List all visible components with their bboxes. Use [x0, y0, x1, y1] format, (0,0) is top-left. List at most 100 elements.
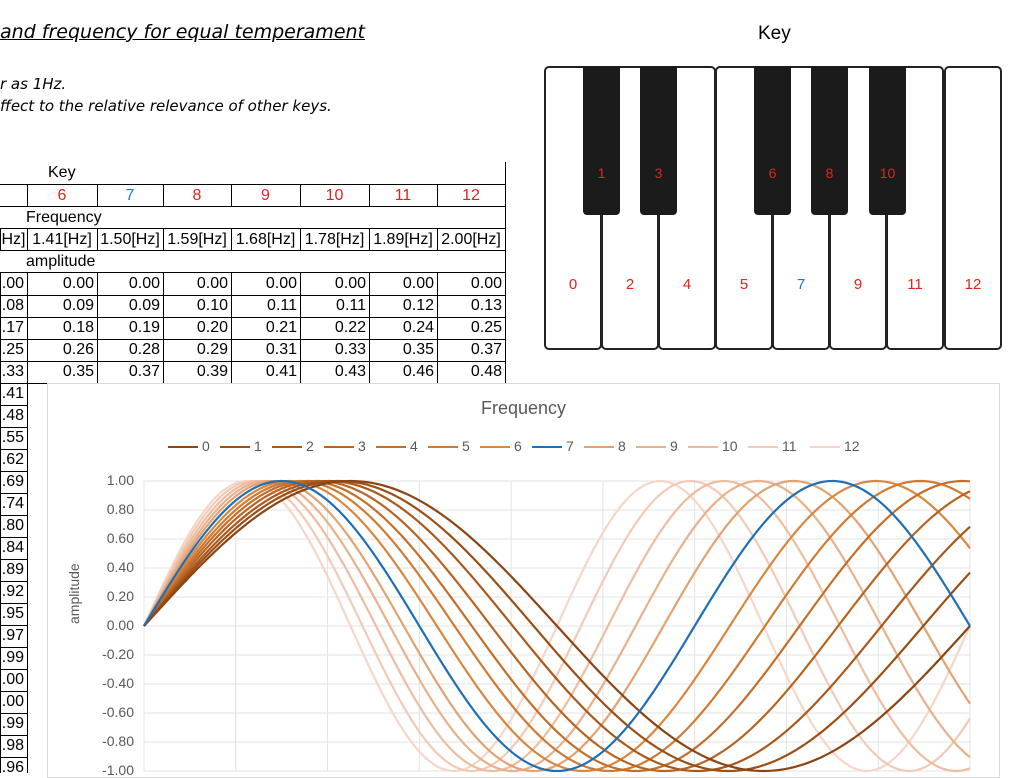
- series-line-2: [143, 479, 971, 773]
- legend-item-4: 4: [376, 438, 418, 454]
- table-gridline: [0, 471, 1, 493]
- legend-swatch: [688, 446, 718, 449]
- table-gridline: [0, 493, 27, 494]
- table-gridline: [437, 295, 438, 317]
- legend-swatch: [636, 446, 666, 449]
- table-gridline: [437, 273, 438, 295]
- table-gridline: [0, 647, 27, 648]
- table-cell: .25: [1, 341, 24, 358]
- legend-item-8: 8: [584, 438, 626, 454]
- table-gridline: [231, 317, 232, 339]
- black-key-6[interactable]: 6: [754, 66, 791, 215]
- table-gridline: [369, 295, 370, 317]
- y-tick-label: -1.00: [102, 762, 134, 778]
- table-gridline: [27, 185, 28, 207]
- note-line-1: r as 1Hz.: [0, 75, 67, 93]
- black-key-3[interactable]: 3: [640, 66, 677, 215]
- legend-item-10: 10: [688, 438, 738, 454]
- legend-swatch: [220, 446, 250, 449]
- legend-item-12: 12: [810, 438, 860, 454]
- table-key-number: 6: [57, 187, 67, 204]
- black-key-label: 1: [597, 165, 606, 181]
- table-cell: .00: [1, 275, 24, 292]
- table-cell: 0.09: [128, 297, 160, 314]
- black-key-label: 3: [654, 165, 663, 181]
- table-gridline: [0, 250, 506, 251]
- legend-label: 9: [670, 438, 678, 454]
- legend-label: 10: [722, 438, 738, 454]
- y-tick-label: 0.20: [106, 588, 134, 604]
- table-gridline: [0, 537, 1, 559]
- table-gridline: [0, 559, 1, 581]
- table-gridline: [27, 625, 28, 647]
- table-gridline: [0, 471, 27, 472]
- table-gridline: [0, 757, 1, 773]
- table-gridline: [0, 559, 27, 560]
- black-key-10[interactable]: 10: [869, 66, 906, 215]
- table-gridline: [0, 295, 506, 296]
- table-cell: 0.00: [470, 275, 502, 292]
- table-gridline: [0, 361, 506, 362]
- legend-swatch: [532, 446, 562, 449]
- table-gridline: [369, 273, 370, 295]
- table-gridline: [505, 273, 506, 295]
- table-gridline: [0, 515, 1, 537]
- legend-item-2: 2: [272, 438, 314, 454]
- table-gridline: [0, 295, 1, 317]
- table-gridline: [27, 449, 28, 471]
- y-tick-label: 1.00: [106, 472, 134, 488]
- table-gridline: [369, 185, 370, 207]
- table-gridline: [0, 273, 1, 295]
- table-cell: 0.10: [196, 297, 228, 314]
- table-gridline: [163, 317, 164, 339]
- table-gridline: [27, 493, 28, 515]
- table-cell: .55: [1, 429, 24, 446]
- table-cell: 0.00: [265, 275, 297, 292]
- table-gridline: [27, 581, 28, 603]
- table-cell: .74: [1, 495, 24, 512]
- table-cell: .48: [1, 407, 24, 424]
- table-frequency-cell: 1.59[Hz]: [167, 231, 227, 248]
- table-cell: 0.28: [128, 341, 160, 358]
- black-key-1[interactable]: 1: [583, 66, 620, 215]
- table-frequency-cell: 2.00[Hz]: [441, 231, 501, 248]
- white-key-label: 0: [568, 276, 578, 293]
- table-gridline: [97, 185, 98, 207]
- plot-area: [142, 479, 972, 773]
- series-line-4: [143, 479, 971, 773]
- table-cell: 0.00: [128, 275, 160, 292]
- black-key-8[interactable]: 8: [811, 66, 848, 215]
- table-gridline: [505, 361, 506, 383]
- table-gridline: [300, 361, 301, 383]
- table-gridline: [505, 295, 506, 317]
- table-cell: 0.35: [402, 341, 434, 358]
- y-tick-label: -0.60: [102, 704, 134, 720]
- table-gridline: [27, 295, 28, 317]
- table-gridline: [27, 735, 28, 757]
- table-cell: 0.00: [62, 275, 94, 292]
- legend-item-11: 11: [748, 438, 797, 454]
- table-cell: 0.37: [470, 341, 502, 358]
- table-gridline: [0, 581, 27, 582]
- legend-swatch: [748, 446, 778, 449]
- table-frequency-cell: 1.89[Hz]: [373, 231, 433, 248]
- table-frequency-cell: 1.78[Hz]: [304, 231, 365, 248]
- y-tick-label: 0.80: [106, 501, 134, 517]
- table-gridline: [0, 427, 1, 449]
- legend-swatch: [272, 446, 302, 449]
- legend-label: 3: [358, 438, 366, 454]
- data-table: Key 6 7 8 9 10 11 12 Frequency Hz] 1.41[Hz] 1.50[Hz…: [0, 162, 506, 773]
- table-gridline: [0, 691, 27, 692]
- table-cell: 0.09: [62, 297, 94, 314]
- table-frequency-label: Frequency: [26, 209, 102, 226]
- table-cell: 0.24: [402, 319, 434, 336]
- table-cell: .41: [1, 385, 24, 402]
- table-key-number: 7: [125, 187, 135, 204]
- table-gridline: [27, 713, 28, 735]
- legend-label: 2: [306, 438, 314, 454]
- table-gridline: [231, 185, 232, 207]
- table-gridline: [163, 229, 164, 251]
- white-key-12[interactable]: 12: [944, 66, 1002, 350]
- table-key-number: 10: [325, 187, 344, 204]
- legend-item-5: 5: [428, 438, 470, 454]
